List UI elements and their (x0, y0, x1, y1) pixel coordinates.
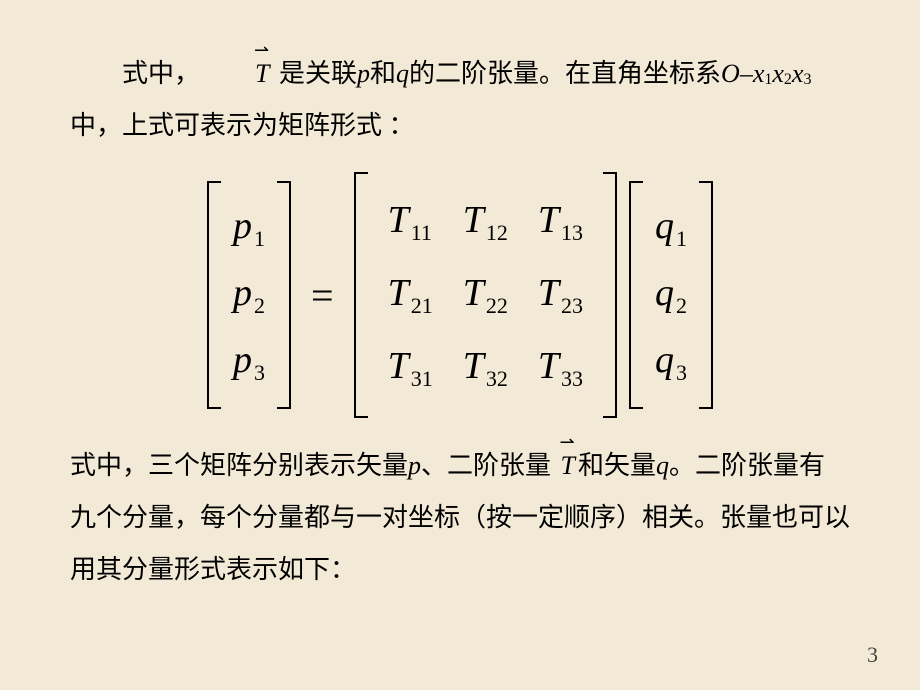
q1: q1 (655, 204, 687, 252)
dash: – (740, 59, 753, 88)
p1-seg4: 的二阶张量。在直角坐标系 (409, 59, 721, 88)
p2: p2 (233, 271, 265, 319)
right-bracket-icon (697, 181, 719, 409)
left-bracket-icon (201, 181, 223, 409)
T13: T13 (538, 198, 583, 246)
var-p: p (357, 59, 370, 88)
q-vector: q1 q2 q3 (623, 181, 719, 409)
var-p2: p (408, 451, 421, 480)
p1-seg2: 是关联 (272, 59, 357, 88)
T22: T22 (463, 271, 508, 319)
p3: p3 (233, 338, 265, 386)
matrix-equation: p1 p2 p3 = T11 T12 T13 T21 T22 T23 T31 T… (70, 172, 850, 418)
p-vector: p1 p2 p3 (201, 181, 297, 409)
var-x3: x (792, 59, 804, 88)
tensor-arrow-icon: ⇀ (202, 32, 267, 68)
left-bracket-icon (348, 172, 370, 418)
p1-seg1: 式中， (122, 59, 200, 88)
right-bracket-icon (275, 181, 297, 409)
var-q: q (396, 59, 409, 88)
q3: q3 (655, 338, 687, 386)
q-column: q1 q2 q3 (645, 181, 697, 409)
q2: q2 (655, 271, 687, 319)
paragraph-2: 式中，三个矩阵分别表示矢量p、二阶张量 ⇀T和矢量q。二阶张量有九个分量，每个分… (70, 440, 850, 596)
tensor-T-symbol: ⇀T (200, 48, 272, 100)
T12: T12 (463, 198, 508, 246)
t-matrix: T11 T12 T13 T21 T22 T23 T31 T32 T33 (348, 172, 623, 418)
var-O: O (721, 59, 740, 88)
T32: T32 (463, 344, 508, 392)
tensor-arrow-icon: ⇀ (560, 424, 573, 460)
T21: T21 (388, 271, 433, 319)
p2-seg2: 、二阶张量 (421, 451, 558, 480)
p2-seg1: 式中，三个矩阵分别表示矢量 (70, 451, 408, 480)
sub-3: 3 (803, 71, 811, 88)
paragraph-1: 式中，⇀T 是关联p和q的二阶张量。在直角坐标系O–x1x2x3中，上式可表示为… (70, 48, 850, 152)
left-bracket-icon (623, 181, 645, 409)
var-q2: q (656, 451, 669, 480)
T23: T23 (538, 271, 583, 319)
right-bracket-icon (601, 172, 623, 418)
slide: 式中，⇀T 是关联p和q的二阶张量。在直角坐标系O–x1x2x3中，上式可表示为… (0, 0, 920, 690)
T11: T11 (388, 198, 433, 246)
T33: T33 (538, 344, 583, 392)
page-number: 3 (867, 642, 878, 668)
p2-seg3: 和矢量 (578, 451, 656, 480)
p1: p1 (233, 204, 265, 252)
t-grid: T11 T12 T13 T21 T22 T23 T31 T32 T33 (370, 172, 601, 418)
p1-seg3: 和 (370, 59, 396, 88)
p-column: p1 p2 p3 (223, 181, 275, 409)
p1-seg5: 中，上式可表示为矩阵形式 ： (70, 111, 415, 140)
T31: T31 (388, 344, 433, 392)
equals-sign: = (297, 272, 348, 319)
sub-2: 2 (784, 71, 792, 88)
var-x2: x (772, 59, 784, 88)
var-x1: x (753, 59, 765, 88)
tensor-T-symbol-2: ⇀T (558, 440, 578, 492)
